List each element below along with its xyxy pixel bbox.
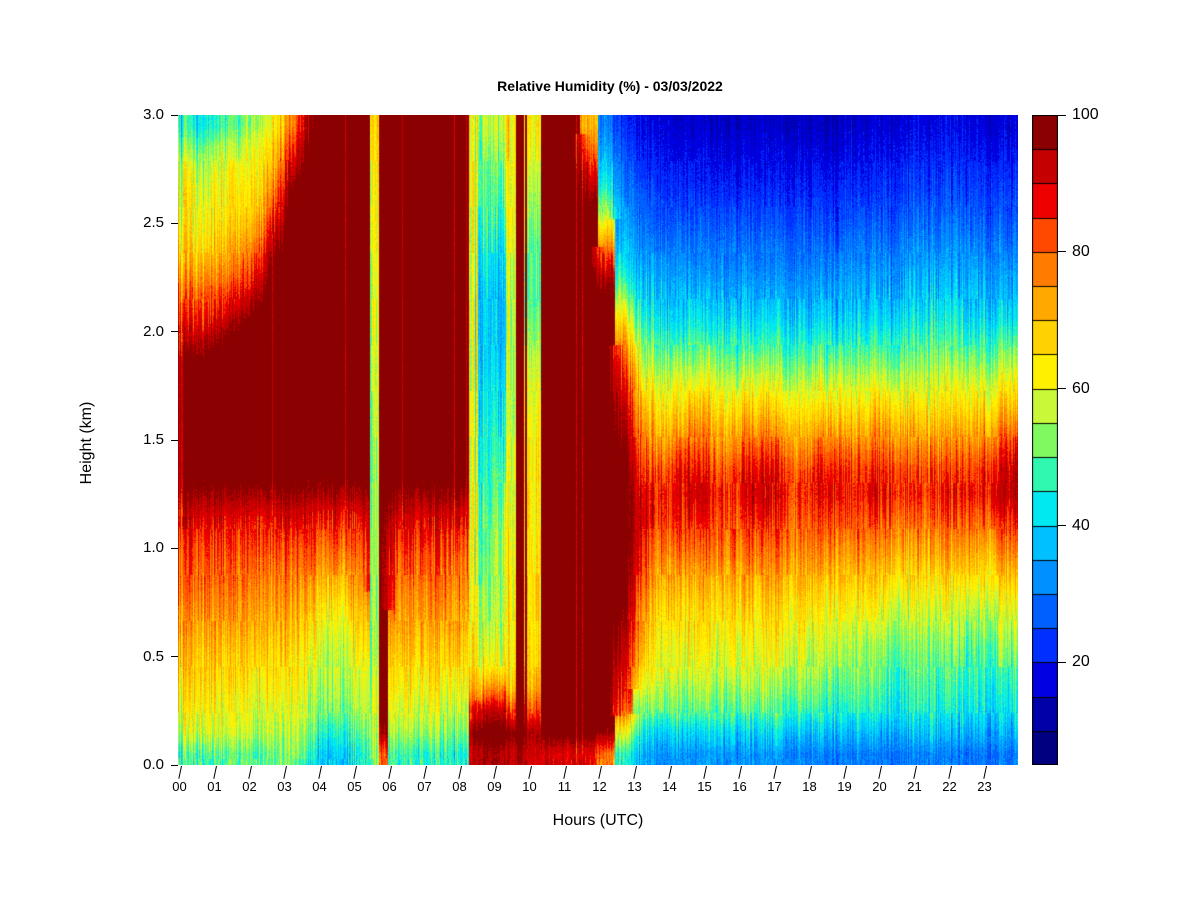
x-tick-label: 07	[417, 779, 432, 794]
colorbar-tick-label: 80	[1072, 242, 1090, 260]
x-tick-mark	[982, 765, 987, 779]
x-tick-label: 22	[942, 779, 957, 794]
y-tick-mark	[171, 656, 178, 658]
x-tick-label: 14	[662, 779, 677, 794]
x-tick-mark	[247, 765, 252, 779]
y-tick-mark	[171, 764, 178, 766]
x-axis-label: Hours (UTC)	[552, 812, 644, 829]
y-tick-label: 1.5	[143, 431, 164, 448]
x-tick-mark	[352, 765, 357, 779]
y-tick-mark	[171, 114, 178, 116]
x-tick-mark	[422, 765, 427, 779]
x-tick-label: 08	[452, 779, 467, 794]
y-tick-mark	[171, 222, 178, 224]
x-tick-label: 20	[872, 779, 887, 794]
x-tick-label: 16	[732, 779, 747, 794]
x-tick-label: 19	[837, 779, 852, 794]
chart-title: Relative Humidity (%) - 03/03/2022	[497, 78, 723, 94]
x-tick-label: 03	[277, 779, 292, 794]
x-tick-mark	[177, 765, 182, 779]
x-tick-mark	[212, 765, 217, 779]
x-tick-mark	[772, 765, 777, 779]
y-tick-mark	[171, 439, 178, 441]
x-tick-label: 11	[557, 779, 572, 794]
x-tick-mark	[527, 765, 532, 779]
y-tick-label: 2.5	[143, 214, 164, 232]
y-tick-label: 2.0	[143, 322, 164, 340]
colorbar-tick-label: 60	[1072, 379, 1090, 397]
x-tick-mark	[667, 765, 672, 779]
colorbar-tick-mark	[1058, 251, 1066, 253]
x-tick-mark	[877, 765, 882, 779]
x-tick-label: 21	[907, 779, 922, 794]
x-tick-label: 01	[207, 779, 222, 794]
x-tick-label: 12	[592, 779, 607, 794]
heatmap-plot	[178, 115, 1018, 765]
x-tick-mark	[632, 765, 637, 779]
y-tick-label: 1.0	[143, 539, 164, 557]
x-tick-label: 17	[767, 779, 782, 794]
colorbar-tick-label: 40	[1072, 516, 1090, 534]
x-tick-label: 15	[697, 779, 712, 794]
colorbar-tick-label: 20	[1072, 653, 1090, 671]
x-tick-label: 23	[977, 779, 992, 794]
y-tick-mark	[171, 331, 178, 333]
colorbar-tick-mark	[1058, 114, 1066, 116]
x-tick-label: 18	[802, 779, 817, 794]
x-tick-mark	[842, 765, 847, 779]
x-tick-label: 13	[627, 779, 642, 794]
colorbar-tick-mark	[1058, 525, 1066, 527]
x-tick-mark	[807, 765, 812, 779]
colorbar-tick-label: 100	[1072, 106, 1099, 123]
y-tick-label: 3.0	[143, 106, 164, 123]
x-tick-mark	[457, 765, 462, 779]
x-tick-label: 06	[382, 779, 397, 794]
x-tick-mark	[492, 765, 497, 779]
x-tick-mark	[947, 765, 952, 779]
x-tick-mark	[737, 765, 742, 779]
x-tick-label: 05	[347, 779, 362, 794]
x-tick-mark	[597, 765, 602, 779]
x-tick-mark	[387, 765, 392, 779]
x-tick-label: 04	[312, 779, 327, 794]
y-tick-mark	[171, 547, 178, 549]
x-tick-mark	[317, 765, 322, 779]
x-tick-label: 09	[487, 779, 502, 794]
x-tick-mark	[912, 765, 917, 779]
y-tick-label: 0.5	[143, 647, 164, 665]
x-tick-label: 10	[522, 779, 537, 794]
x-tick-label: 02	[242, 779, 257, 794]
x-tick-label: 00	[172, 779, 187, 794]
x-tick-mark	[562, 765, 567, 779]
colorbar-tick-mark	[1058, 388, 1066, 390]
y-tick-label: 0.0	[143, 756, 164, 773]
colorbar-gradient	[1032, 115, 1058, 765]
y-axis-label: Height (km)	[78, 401, 95, 485]
x-tick-mark	[282, 765, 287, 779]
x-tick-mark	[702, 765, 707, 779]
colorbar-tick-mark	[1058, 661, 1066, 663]
